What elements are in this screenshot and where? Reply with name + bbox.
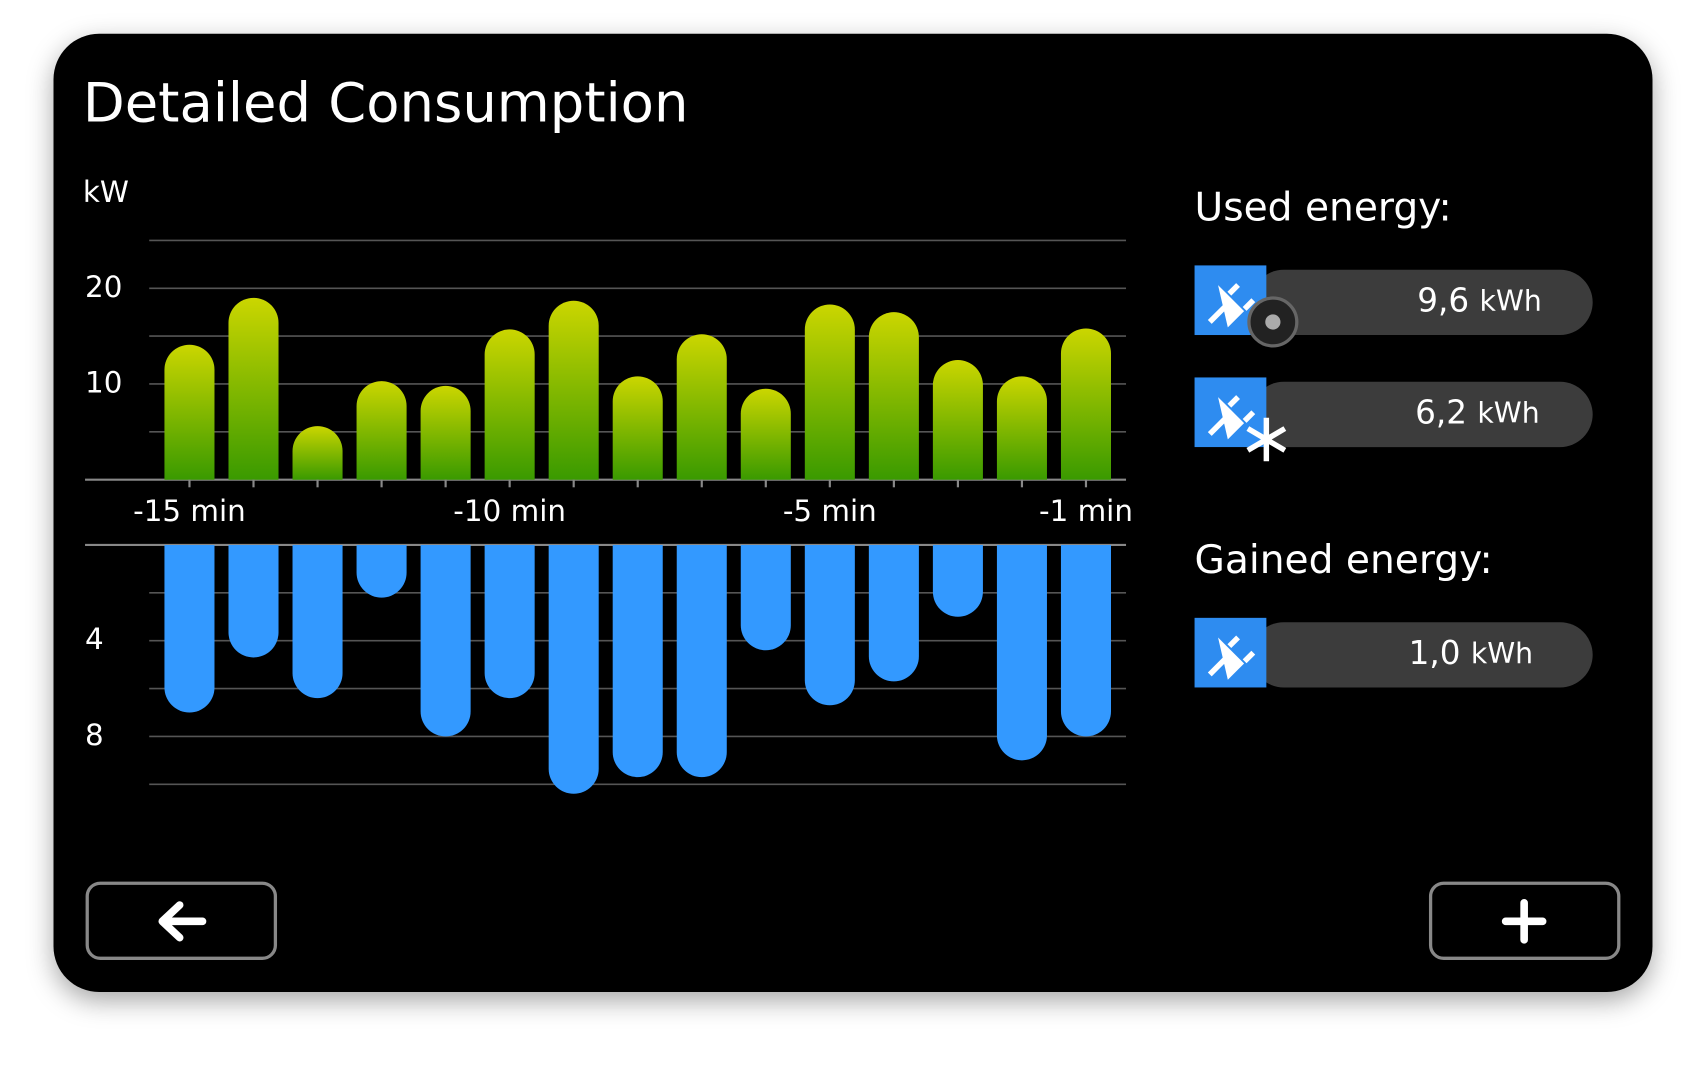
bar	[420, 385, 471, 480]
bar	[676, 544, 727, 778]
bar	[484, 329, 535, 480]
energy-value: 6,2 kWh	[1415, 393, 1540, 431]
back-button[interactable]	[85, 881, 278, 960]
plus-icon	[1501, 899, 1547, 944]
bar	[292, 544, 343, 699]
bar	[868, 544, 919, 682]
value: 9,6	[1417, 281, 1469, 319]
bar	[740, 544, 791, 651]
energy-value: 1,0 kWh	[1409, 634, 1534, 672]
bar	[996, 376, 1047, 480]
bar	[804, 304, 855, 480]
bar	[612, 376, 663, 480]
unit: kWh	[1480, 284, 1542, 317]
add-button[interactable]	[1428, 881, 1621, 960]
value: 1,0	[1409, 634, 1461, 672]
energy-row: 1,0 kWh	[1194, 617, 1593, 688]
bar	[740, 388, 791, 480]
bar	[548, 544, 599, 794]
plug-glyph	[1207, 283, 1256, 328]
bar	[164, 344, 215, 480]
bar	[868, 312, 919, 480]
snowflake-icon	[1246, 417, 1287, 462]
bar	[356, 544, 407, 598]
bar	[164, 544, 215, 713]
y-tick-label: 4	[85, 622, 104, 656]
x-tick-label: -1 min	[1039, 494, 1133, 528]
bar	[676, 334, 727, 480]
energy-bar	[1251, 269, 1593, 336]
bar	[228, 544, 279, 658]
bar	[612, 544, 663, 778]
value: 6,2	[1415, 393, 1467, 431]
wheel-hub	[1265, 314, 1281, 330]
y-axis-label: kW	[83, 175, 129, 209]
bar	[1060, 328, 1111, 480]
energy-row: 9,6 kWh	[1194, 265, 1593, 348]
bar	[420, 544, 471, 737]
bar	[932, 544, 983, 617]
x-tick-label: -5 min	[783, 494, 877, 528]
gained-energy-label: Gained energy:	[1195, 538, 1493, 583]
x-tick-label: -10 min	[453, 494, 566, 528]
plug-glyph	[1207, 395, 1256, 440]
unit: kWh	[1477, 396, 1539, 429]
bar	[548, 300, 599, 480]
bar	[356, 381, 407, 480]
y-tick-label: 8	[85, 718, 104, 752]
energy-value: 9,6 kWh	[1417, 281, 1542, 319]
title: Detailed Consumption	[83, 72, 689, 135]
back-arrow	[158, 901, 207, 942]
bar	[292, 426, 343, 480]
y-tick-label: 10	[85, 365, 122, 399]
energy-bar	[1251, 381, 1593, 448]
energy-row: 6,2 kWh	[1194, 377, 1593, 462]
bar	[932, 360, 983, 480]
bar	[228, 297, 279, 480]
energy-bar	[1251, 622, 1593, 688]
plug-glyph	[1207, 635, 1256, 680]
bar	[484, 544, 535, 699]
bar	[804, 544, 855, 706]
used-energy-label: Used energy:	[1195, 185, 1452, 230]
y-tick-label: 20	[85, 270, 122, 304]
bar	[1060, 544, 1111, 737]
bar	[996, 544, 1047, 761]
unit: kWh	[1471, 637, 1533, 670]
x-tick-label: -15 min	[133, 494, 246, 528]
